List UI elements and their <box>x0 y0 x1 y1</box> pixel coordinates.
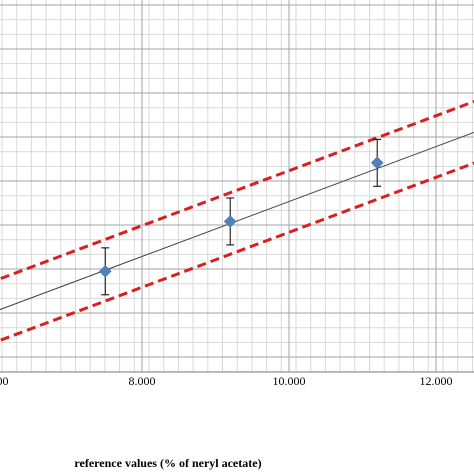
diamond-marker <box>98 264 112 278</box>
lower-confidence-line <box>0 161 474 342</box>
upper-confidence-line <box>0 99 474 281</box>
diamond-marker <box>370 156 384 170</box>
x-tick-label: 10.000 <box>273 374 306 388</box>
diamond-marker <box>223 215 237 228</box>
x-tick-label: 6.000 <box>0 374 9 388</box>
regression-line <box>0 131 474 311</box>
data-point <box>370 138 384 187</box>
x-tick-label: 12.000 <box>420 374 453 388</box>
x-tick-label: 8.000 <box>129 374 156 388</box>
plot-lines <box>0 99 474 342</box>
x-axis-label: reference values (% of neryl acetate) <box>74 456 261 470</box>
plot-grid <box>0 0 474 373</box>
data-points <box>98 138 384 296</box>
data-point <box>223 197 237 246</box>
data-point <box>98 247 112 296</box>
